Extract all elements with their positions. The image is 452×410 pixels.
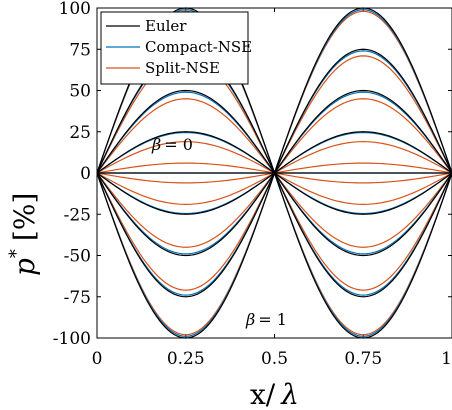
y-tick-label: 0: [80, 164, 91, 184]
legend: Euler Compact-NSE Split-NSE: [100, 11, 252, 85]
y-axis-label-symbol: p: [8, 258, 41, 276]
x-axis-label: x/λ: [250, 378, 299, 410]
x-axis-label-symbol: λ: [280, 378, 299, 410]
legend-label-split-nse: Split-NSE: [145, 59, 220, 77]
y-tick-label: 25: [69, 123, 91, 143]
legend-label-compact-nse: Compact-NSE: [145, 38, 252, 56]
annotation-beta-0: β = 0: [151, 135, 193, 154]
y-tick-label: -75: [64, 288, 91, 308]
axis-ticks: 0 0.25 0.5 0.75 1 100 75 50 25 0 -25 -50 -75 -100: [53, 0, 452, 369]
legend-box: [100, 11, 249, 85]
x-tick-label: 0.5: [261, 349, 288, 369]
annotation-beta-1-value: = 1: [258, 310, 287, 329]
x-tick-label: 0.75: [344, 349, 382, 369]
y-tick-label: -100: [53, 329, 91, 349]
y-axis-label: p* [%]: [6, 193, 41, 276]
x-tick-label: 0: [92, 349, 103, 369]
y-tick-label: -50: [64, 247, 91, 267]
x-tick-label: 0.25: [167, 349, 205, 369]
annotation-beta-0-value: = 0: [164, 135, 193, 154]
y-tick-label: -25: [64, 205, 91, 225]
y-tick-label: 100: [59, 0, 91, 19]
y-axis-label-sup: *: [6, 249, 27, 258]
y-axis-label-unit: [%]: [8, 193, 41, 241]
x-tick-label: 1: [441, 349, 452, 369]
y-tick-label: 50: [69, 82, 91, 102]
annotation-beta-1: β = 1: [245, 310, 287, 329]
legend-label-euler: Euler: [145, 17, 187, 35]
svg-text:p*[%]: p* [%]: [6, 193, 41, 276]
annotation-beta-0-symbol: β: [151, 135, 161, 154]
annotation-beta-1-symbol: β: [245, 310, 255, 329]
y-tick-label: 75: [69, 40, 91, 60]
x-axis-label-text: x/: [250, 378, 276, 410]
